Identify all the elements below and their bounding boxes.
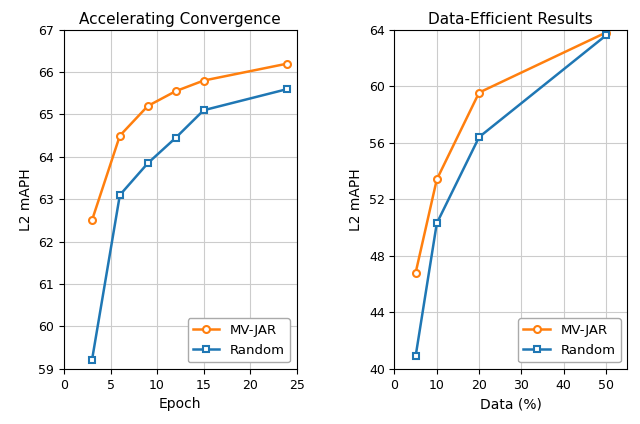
MV-JAR — [412, 270, 419, 275]
Line: MV-JAR: MV-JAR — [88, 60, 291, 224]
Random — [116, 192, 124, 198]
Y-axis label: L2 mAPH: L2 mAPH — [19, 168, 33, 231]
X-axis label: Data (%): Data (%) — [480, 397, 542, 411]
Random — [433, 221, 440, 226]
Random — [602, 33, 610, 38]
Line: Random: Random — [412, 32, 609, 360]
MV-JAR — [144, 103, 152, 109]
X-axis label: Epoch: Epoch — [159, 397, 202, 411]
MV-JAR — [88, 218, 96, 223]
MV-JAR — [476, 90, 483, 95]
Title: Data-Efficient Results: Data-Efficient Results — [428, 12, 593, 27]
Title: Accelerating Convergence: Accelerating Convergence — [79, 12, 281, 27]
Line: MV-JAR: MV-JAR — [412, 29, 609, 276]
MV-JAR — [172, 89, 180, 94]
Legend: MV-JAR, Random: MV-JAR, Random — [188, 318, 290, 362]
MV-JAR — [433, 177, 440, 182]
Random — [412, 354, 419, 359]
MV-JAR — [602, 30, 610, 35]
Random — [200, 108, 207, 113]
Y-axis label: L2 mAPH: L2 mAPH — [349, 168, 364, 231]
Random — [88, 358, 96, 363]
MV-JAR — [200, 78, 207, 83]
MV-JAR — [116, 133, 124, 138]
Line: Random: Random — [88, 86, 291, 364]
Legend: MV-JAR, Random: MV-JAR, Random — [518, 318, 621, 362]
Random — [476, 134, 483, 139]
Random — [172, 135, 180, 140]
MV-JAR — [284, 61, 291, 66]
Random — [144, 161, 152, 166]
Random — [284, 86, 291, 92]
